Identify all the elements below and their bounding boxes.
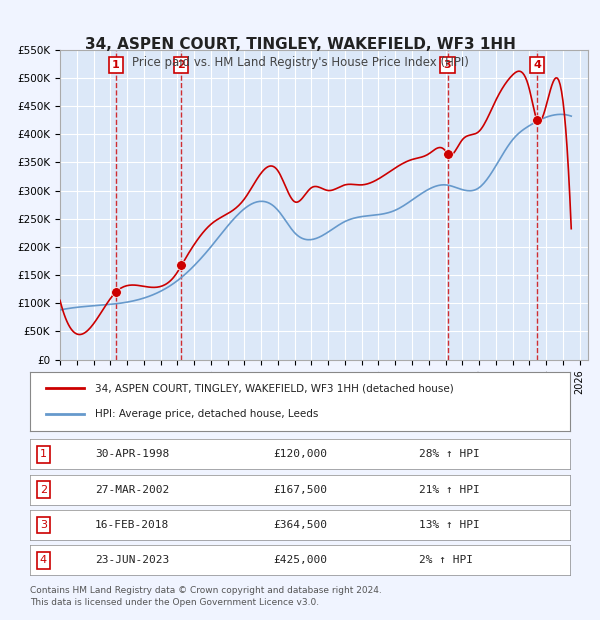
Text: £167,500: £167,500 [273,485,327,495]
Text: This data is licensed under the Open Government Licence v3.0.: This data is licensed under the Open Gov… [30,598,319,608]
Text: £364,500: £364,500 [273,520,327,530]
Text: 23-JUN-2023: 23-JUN-2023 [95,556,169,565]
Text: 4: 4 [533,60,541,70]
Text: 1: 1 [40,450,47,459]
Text: 28% ↑ HPI: 28% ↑ HPI [419,450,479,459]
Text: 21% ↑ HPI: 21% ↑ HPI [419,485,479,495]
Text: 30-APR-1998: 30-APR-1998 [95,450,169,459]
Text: Contains HM Land Registry data © Crown copyright and database right 2024.: Contains HM Land Registry data © Crown c… [30,586,382,595]
Text: 2: 2 [178,60,185,70]
Text: 34, ASPEN COURT, TINGLEY, WAKEFIELD, WF3 1HH: 34, ASPEN COURT, TINGLEY, WAKEFIELD, WF3… [85,37,515,52]
Text: 3: 3 [444,60,451,70]
Text: 27-MAR-2002: 27-MAR-2002 [95,485,169,495]
Text: £120,000: £120,000 [273,450,327,459]
Text: 34, ASPEN COURT, TINGLEY, WAKEFIELD, WF3 1HH (detached house): 34, ASPEN COURT, TINGLEY, WAKEFIELD, WF3… [95,384,454,394]
Text: HPI: Average price, detached house, Leeds: HPI: Average price, detached house, Leed… [95,409,318,419]
Text: 13% ↑ HPI: 13% ↑ HPI [419,520,479,530]
Text: 3: 3 [40,520,47,530]
Text: 1: 1 [112,60,119,70]
Text: 16-FEB-2018: 16-FEB-2018 [95,520,169,530]
Text: 4: 4 [40,556,47,565]
Text: £425,000: £425,000 [273,556,327,565]
Text: 2% ↑ HPI: 2% ↑ HPI [419,556,473,565]
Text: 2: 2 [40,485,47,495]
Text: Price paid vs. HM Land Registry's House Price Index (HPI): Price paid vs. HM Land Registry's House … [131,56,469,69]
